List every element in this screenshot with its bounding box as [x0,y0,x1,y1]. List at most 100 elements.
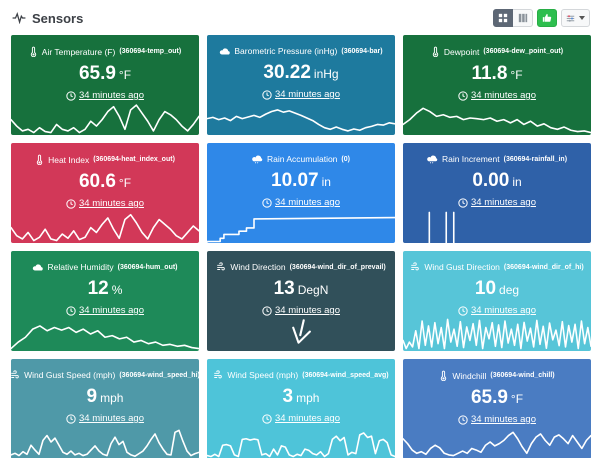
sensor-title: Wind Direction [230,262,286,272]
sensor-unit: °F [510,68,523,82]
sensor-sparkline [403,425,591,458]
sensor-value-number: 65.9 [78,63,116,84]
sliders-icon [566,14,575,23]
sensor-card[interactable]: Wind Gust Speed (mph) (360694-wind_speed… [11,359,199,458]
sensor-timestamp: 34 minutes ago [403,414,591,425]
sensor-timestamp: 34 minutes ago [207,413,395,424]
sensor-card[interactable]: Air Temperature (F) (360694-temp_out) 65… [11,35,199,135]
sensor-title: Wind Gust Speed (mph) [24,370,116,380]
thumbs-up-icon [542,13,552,23]
options-dropdown[interactable] [561,9,590,27]
sensor-card[interactable]: Wind Gust Direction (360694-wind_dir_of_… [403,251,591,351]
clock-icon [458,90,468,101]
sensor-value-number: 12 [87,278,109,299]
sensor-card[interactable]: Barometric Pressure (inHg) (360694-bar) … [207,35,395,135]
page-header: Sensors [0,0,600,32]
clock-icon [262,89,272,100]
sensor-card[interactable]: Wind Speed (mph) (360694-wind_speed_avg)… [207,359,395,458]
sensor-unit: mph [296,391,320,405]
sensor-sparkline [207,101,395,135]
grid-icon [498,13,508,23]
sensor-title-row: Wind Direction (360694-wind_dir_of_preva… [207,251,395,272]
sensor-card[interactable]: Relative Humidity (360694-hum_out) 12% 3… [11,251,199,351]
sensor-unit: deg [499,283,520,297]
sensor-title: Rain Accumulation [267,154,338,164]
sensor-ago-text: 34 minutes ago [79,305,144,316]
grid-view-button[interactable] [493,9,513,27]
sensor-ago-text: 34 minutes ago [275,305,340,316]
list-view-button[interactable] [513,9,533,27]
sensor-title: Barometric Pressure (inHg) [234,46,338,56]
sensor-value: 60.6 °F [11,171,199,193]
clock-icon [262,413,272,424]
sensor-title: Rain Increment [441,154,500,164]
sensor-value: 12% [11,278,199,300]
sensor-id: (360694-dew_point_out) [483,48,564,55]
thermometer-icon [439,370,448,381]
clock-icon [262,305,272,316]
sensor-card[interactable]: Wind Direction (360694-wind_dir_of_preva… [207,251,395,351]
sensor-timestamp: 34 minutes ago [207,197,395,208]
sensor-sparkline [403,101,591,135]
sensor-ago-text: 34 minutes ago [275,413,340,424]
sensor-unit: in [321,175,331,189]
sensor-id: (0) [341,155,350,163]
sensor-value-number: 3 [282,386,294,407]
wind-icon [11,370,20,380]
clock-icon [66,198,76,209]
sensor-unit: inHg [313,67,339,81]
sensor-sparkline [11,209,199,243]
sensor-title: Relative Humidity [47,262,114,272]
sensor-id: (360694-hum_out) [117,263,178,271]
sensor-value: 9 mph [11,386,199,408]
sensor-ago-text: 34 minutes ago [471,305,536,316]
sensor-card[interactable]: Heat Index (360694-heat_index_out) 60.6 °… [11,143,199,243]
clock-icon [458,414,468,425]
sensor-value: 3 mph [207,386,395,408]
sensor-value-number: 60.6 [78,171,116,192]
sensor-card[interactable]: Dewpoint (360694-dew_point_out) 11.8 °F 3… [403,35,591,135]
sensor-card[interactable]: Windchill (360694-wind_chill) 65.9 °F 34 … [403,359,591,458]
sensor-sparkline [403,317,591,351]
sensor-title: Windchill [452,370,487,381]
sensor-title-row: Rain Increment (360694-rainfall_in) [403,143,591,164]
sensor-card[interactable]: Rain Accumulation (0) 10.07 in 34 minutes… [207,143,395,243]
sensor-title-row: Heat Index (360694-heat_index_out) [11,143,199,165]
sensor-title-row: Wind Gust Direction (360694-wind_dir_of_… [403,251,591,272]
sensor-value: 30.22 inHg [207,62,395,84]
sensor-id: (360694-wind_chill) [490,372,555,379]
sensor-ago-text: 34 minutes ago [275,197,340,208]
wind-icon [216,262,226,272]
sensor-unit: °F [510,392,524,406]
sensor-title-row: Windchill (360694-wind_chill) [403,359,591,381]
sensor-sparkline [11,101,199,135]
thermometer-icon [431,46,440,57]
activity-icon [12,12,26,24]
sensor-value-number: 11.8 [471,63,508,84]
sensor-value-number: 30.22 [263,62,311,83]
sensor-value: 10.07 in [207,170,395,192]
sensor-title-row: Wind Gust Speed (mph) (360694-wind_speed… [11,359,199,380]
sensor-title-row: Wind Speed (mph) (360694-wind_speed_avg) [207,359,395,380]
rain-icon [427,155,438,164]
sensor-timestamp: 34 minutes ago [11,413,199,424]
sensor-timestamp: 34 minutes ago [403,197,591,208]
status-ok-button[interactable] [537,9,557,27]
sensor-ago-text: 34 minutes ago [471,197,536,208]
sensor-value-number: 0.00 [472,170,510,191]
sensor-value-number: 9 [86,386,98,407]
sensor-value: 13 DegN [207,278,395,300]
wind-direction-arrow [207,315,395,349]
sensor-timestamp: 34 minutes ago [403,305,591,316]
sensor-card[interactable]: Rain Increment (360694-rainfall_in) 0.00… [403,143,591,243]
sensor-value-number: 10.07 [271,170,319,191]
cloud-icon [32,263,44,272]
sensor-id: (360694-wind_speed_hi) [119,371,199,379]
thermometer-icon [35,154,44,165]
sensor-timestamp: 34 minutes ago [403,90,591,101]
sensor-title-row: Rain Accumulation (0) [207,143,395,164]
sensor-unit: °F [118,68,132,82]
sensor-value: 0.00 in [403,170,591,192]
sensor-value: 10 deg [403,278,591,300]
clock-icon [458,197,468,208]
